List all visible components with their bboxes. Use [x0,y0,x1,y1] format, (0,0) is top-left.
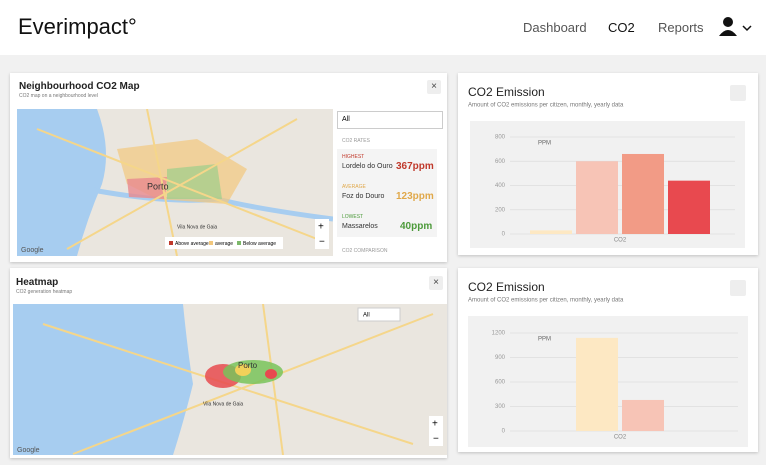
select-value[interactable]: All [363,313,370,319]
rate-place: Massarelos [342,223,378,230]
nav-link[interactable]: CO2 [608,20,635,35]
rate-value: 40ppm [400,221,433,232]
y-tick-label: 400 [495,183,506,189]
rate-place: Foz do Douro [342,193,385,200]
panel-title: Heatmap [16,277,59,288]
rate-label: HIGHEST [342,154,365,160]
bar [530,230,572,234]
bar [576,161,618,234]
y-tick-label: 200 [495,207,506,213]
y-tick-label: 0 [502,232,506,238]
close-button[interactable]: × [427,80,441,94]
map-label: Vila Nova de Gaia [203,401,243,407]
expand-button [730,85,746,101]
map-label: Porto [147,181,169,191]
chart-panel: CO2 Emission Amount of CO2 emissions per … [458,268,758,452]
header: Everimpact° Dashboard CO2 Reports [0,0,766,55]
bar [576,337,618,431]
y-tick-label: 900 [495,355,506,361]
y-tick-label: 800 [495,135,506,141]
rates-list [337,149,437,237]
svg-text:+: + [432,419,438,430]
rates-heading: CO2 RATES [342,138,370,144]
expand-button [730,280,746,296]
select-value: All [342,116,350,123]
chart-subtitle: Amount of CO2 emissions per citizen, mon… [468,103,624,109]
user-menu[interactable] [718,16,754,38]
legend-label: Above average [175,241,209,247]
x-tick-label: CO2 [614,238,627,244]
map-panel: Neighbourhood CO2 Map CO2 map on a neigh… [10,73,447,262]
chart: CO2 Emission Amount of CO2 emissions per … [468,280,748,447]
chart-title: CO2 Emission [468,280,545,294]
chart-title: CO2 Emission [468,85,545,99]
y-tick-label: 1200 [492,331,506,337]
map[interactable]: Porto Vila Nova de Gaia Google Above ave… [17,109,333,256]
y-tick-label: 600 [495,159,506,165]
svg-text:+: + [318,222,324,233]
y-tick-label: 600 [495,380,506,386]
svg-text:−: − [433,434,439,445]
chart-panel: CO2 Emission Amount of CO2 emissions per … [458,73,758,255]
map-label: Google [21,247,44,254]
rate-label: LOWEST [342,214,364,220]
map-label: Google [17,447,40,454]
nav-link[interactable]: Reports [658,20,704,35]
heatmap[interactable]: Porto Vila Nova de Gaia Google All + − [13,304,447,455]
close-button[interactable]: × [429,276,443,290]
bar [668,180,710,234]
nav-link[interactable]: Dashboard [523,20,587,35]
rate-value: 367ppm [396,161,434,172]
rate-label: AVERAGE [342,184,366,190]
svg-text:−: − [319,237,325,248]
panel-subtitle: CO2 map on a neighbourhood level [19,93,98,99]
bar [622,153,664,234]
x-tick-label: CO2 [614,435,627,441]
rate-place: Lordelo do Ouro [342,163,393,170]
bar [622,399,664,431]
y-tick-label: 300 [495,404,506,410]
legend-label: average [215,241,233,247]
map-label: Vila Nova de Gaia [177,224,217,230]
y-tick-label: 0 [502,429,506,435]
rate-value: 123ppm [396,191,434,202]
heatmap-panel: Heatmap CO2 generation heatmap × Porto V… [10,268,447,458]
panel-subtitle: CO2 generation heatmap [16,289,73,295]
map-label: Porto [238,361,258,370]
y-axis-label: PPM [538,141,551,147]
rates-footer: CO2 COMPARISON [342,248,388,254]
chart-subtitle: Amount of CO2 emissions per citizen, mon… [468,298,624,304]
panel-title: Neighbourhood CO2 Map [19,81,140,92]
logo: Everimpact° [18,14,137,39]
y-axis-label: PPM [538,337,551,343]
select[interactable]: All [337,111,443,129]
chart: CO2 Emission Amount of CO2 emissions per … [468,85,746,248]
legend-label: Below average [243,241,276,247]
